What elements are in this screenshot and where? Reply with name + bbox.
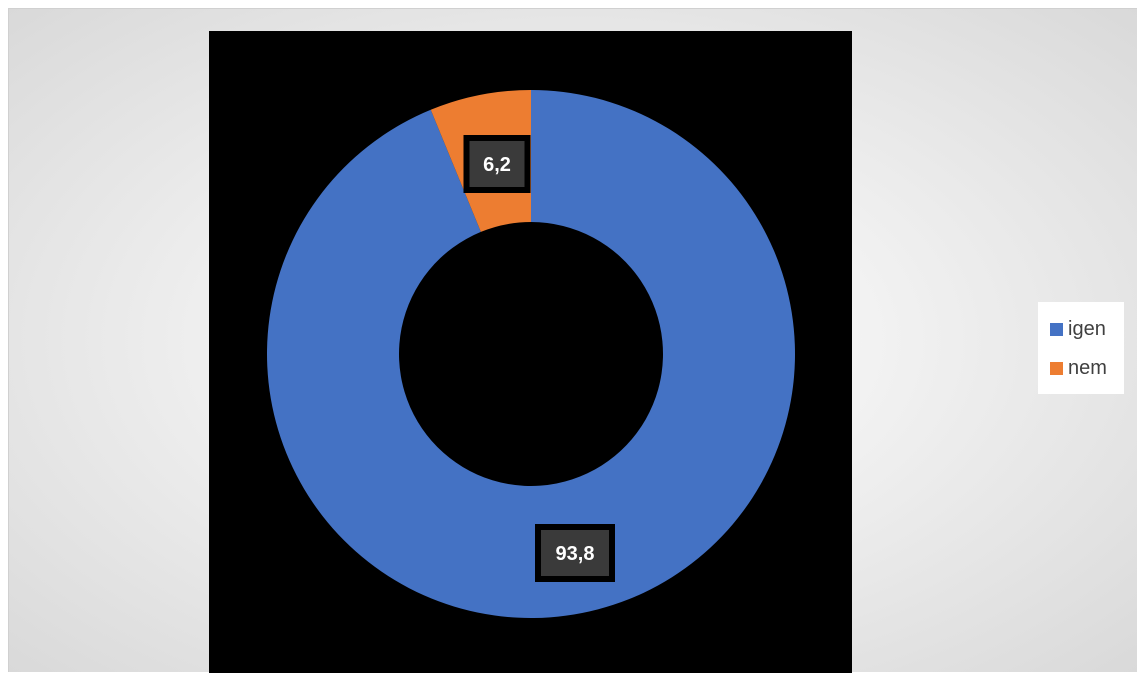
legend-swatch-igen: [1050, 322, 1063, 336]
legend-swatch-nem: [1050, 361, 1063, 375]
donut-slice-igen: [267, 90, 795, 618]
data-label-igen: 93,8: [535, 524, 615, 582]
legend-item-nem: nem: [1050, 356, 1107, 380]
data-label-box-nem: [469, 141, 525, 187]
chart-area: 93,8 6,2: [8, 8, 1137, 673]
legend-label-nem: nem: [1068, 356, 1107, 379]
legend-label-igen: igen: [1068, 317, 1106, 340]
data-label-text-igen: 93,8: [556, 543, 595, 565]
data-label-box-igen: [541, 530, 609, 576]
data-label-nem: 6,2: [463, 135, 531, 193]
plot-area: 93,8 6,2: [209, 31, 852, 673]
data-label-text-nem: 6,2: [483, 154, 511, 176]
legend: igen nem: [1038, 302, 1124, 394]
donut-chart: 93,8 6,2: [267, 90, 795, 618]
legend-item-igen: igen: [1050, 317, 1106, 341]
